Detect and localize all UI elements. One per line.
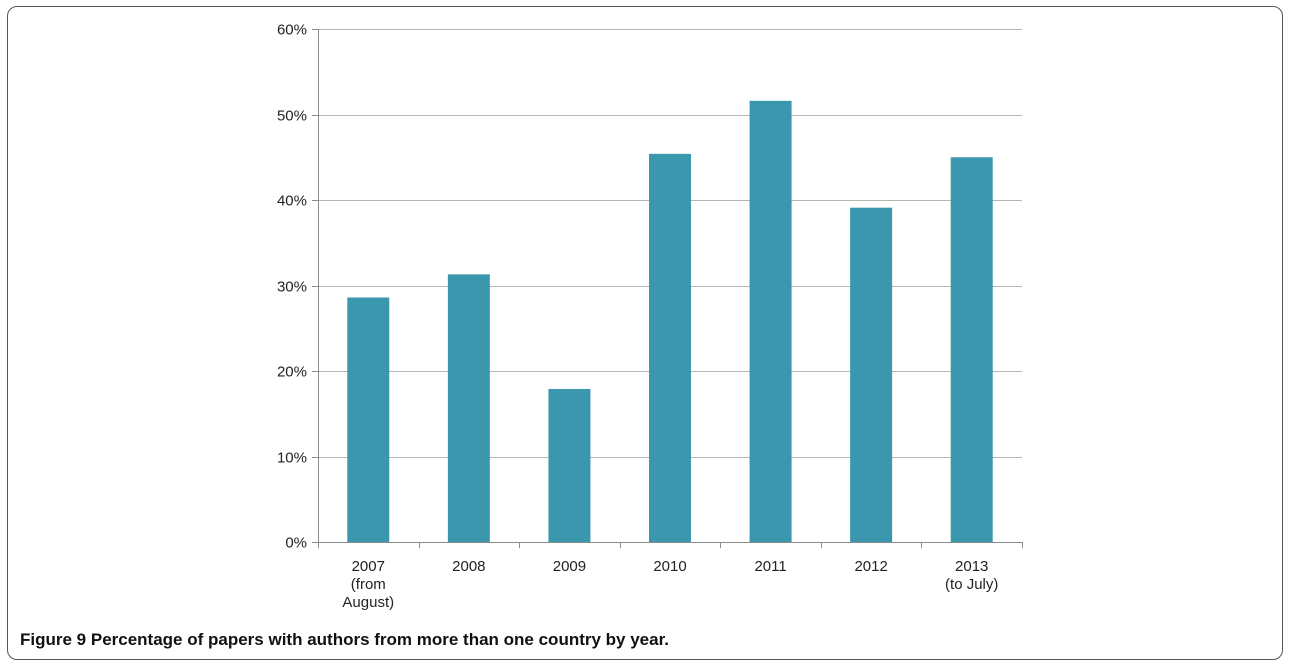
- x-tick-label-line: 2012: [854, 558, 887, 575]
- figure-caption: Figure 9 Percentage of papers with autho…: [20, 630, 669, 650]
- x-tick-label: 2011: [754, 558, 786, 575]
- y-tick-label: 60%: [277, 22, 307, 39]
- bar: [649, 153, 691, 542]
- x-tick-label: 2009: [553, 558, 586, 575]
- x-tick-label-line: 2010: [653, 558, 686, 575]
- figure-caption-text: Percentage of papers with authors from m…: [90, 630, 669, 649]
- y-tick-label: 10%: [277, 450, 307, 467]
- x-tick-label: 2007 (from August): [342, 558, 394, 611]
- y-tick-label: 20%: [277, 364, 307, 381]
- x-tick-label-line: 2009: [553, 558, 586, 575]
- x-tick-label: 2008: [452, 558, 485, 575]
- x-tick-label-line: 2013: [955, 558, 988, 575]
- bar: [749, 100, 792, 542]
- bar: [447, 274, 490, 542]
- x-tick-label: 2012: [854, 558, 887, 575]
- x-tick-label-line: August): [342, 594, 394, 611]
- bar: [950, 157, 993, 542]
- y-tick-label: 40%: [277, 193, 307, 210]
- x-tick-label-line: (from: [351, 576, 386, 593]
- x-tick-label: 2010: [653, 558, 686, 575]
- x-tick-label-line: 2011: [754, 558, 786, 575]
- x-tick-label-line: 2007: [352, 558, 385, 575]
- bar: [850, 207, 893, 542]
- y-tick-label: 30%: [277, 279, 307, 296]
- bar: [548, 388, 591, 542]
- y-tick-label: 0%: [285, 535, 307, 552]
- bar: [347, 297, 390, 542]
- y-tick-label: 50%: [277, 108, 307, 125]
- x-tick-label-line: 2008: [452, 558, 485, 575]
- figure-label: Figure 9: [20, 630, 87, 649]
- x-tick-label-line: (to July): [945, 576, 998, 593]
- x-tick-label: 2013 (to July): [945, 558, 998, 593]
